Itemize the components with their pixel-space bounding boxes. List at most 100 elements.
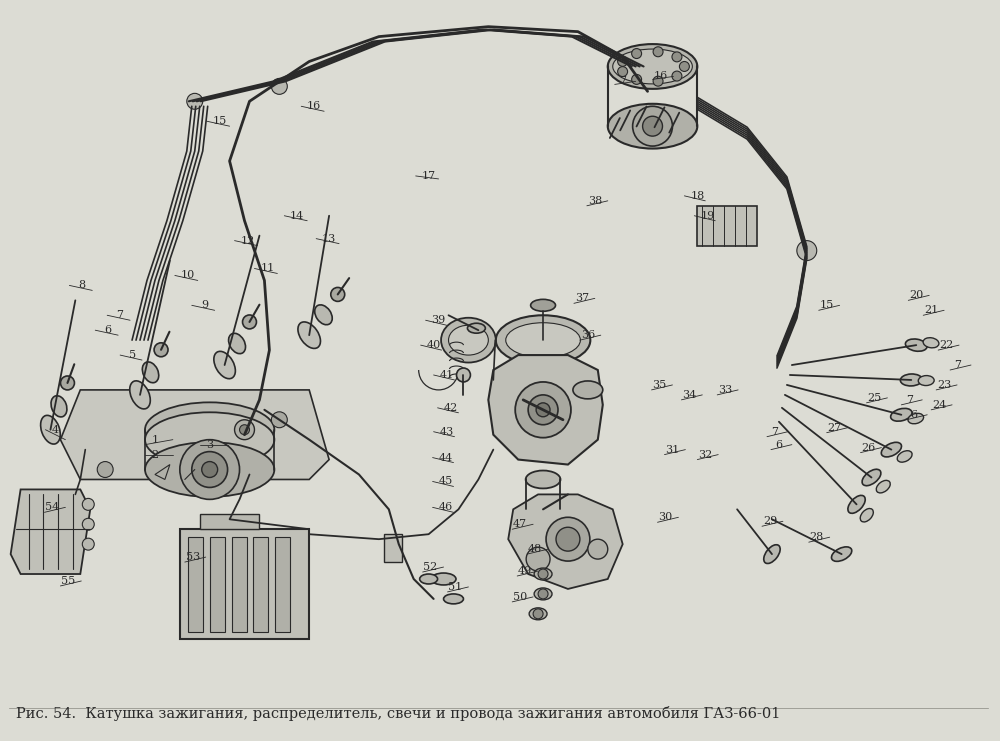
Text: 29: 29 bbox=[763, 516, 777, 526]
Ellipse shape bbox=[923, 338, 939, 348]
Text: 40: 40 bbox=[426, 340, 441, 350]
Text: 6: 6 bbox=[911, 410, 918, 420]
Ellipse shape bbox=[831, 547, 852, 562]
Ellipse shape bbox=[243, 315, 256, 329]
Text: 22: 22 bbox=[939, 340, 953, 350]
Polygon shape bbox=[11, 489, 90, 574]
Text: 15: 15 bbox=[213, 116, 227, 126]
Bar bbox=[384, 534, 402, 562]
Circle shape bbox=[180, 439, 240, 499]
Circle shape bbox=[187, 93, 203, 109]
Text: 55: 55 bbox=[61, 576, 75, 586]
Ellipse shape bbox=[608, 104, 697, 149]
Circle shape bbox=[240, 425, 249, 435]
Text: 44: 44 bbox=[438, 453, 453, 462]
Text: 7: 7 bbox=[906, 395, 913, 405]
Text: Рис. 54.  Катушка зажигания, распределитель, свечи и провода зажигания автомобил: Рис. 54. Катушка зажигания, распределите… bbox=[16, 706, 780, 721]
Text: 42: 42 bbox=[443, 403, 458, 413]
Circle shape bbox=[546, 517, 590, 561]
Text: 7: 7 bbox=[955, 360, 962, 370]
Text: 9: 9 bbox=[201, 300, 208, 310]
Text: 10: 10 bbox=[181, 270, 195, 280]
Text: 25: 25 bbox=[867, 393, 882, 403]
Ellipse shape bbox=[130, 381, 150, 409]
Ellipse shape bbox=[51, 396, 67, 417]
Ellipse shape bbox=[214, 351, 235, 379]
Ellipse shape bbox=[142, 362, 159, 383]
Ellipse shape bbox=[420, 574, 438, 584]
Ellipse shape bbox=[441, 318, 496, 362]
Circle shape bbox=[202, 462, 218, 477]
Text: 13: 13 bbox=[322, 233, 336, 244]
Text: 14: 14 bbox=[290, 210, 304, 221]
Text: 51: 51 bbox=[448, 582, 463, 592]
Text: 3: 3 bbox=[206, 439, 213, 450]
Text: 15: 15 bbox=[820, 300, 834, 310]
Text: 47: 47 bbox=[513, 519, 527, 529]
Circle shape bbox=[618, 56, 628, 67]
Ellipse shape bbox=[506, 323, 580, 358]
Circle shape bbox=[672, 71, 682, 81]
Circle shape bbox=[633, 106, 672, 146]
Text: 30: 30 bbox=[658, 512, 673, 522]
Circle shape bbox=[536, 403, 550, 416]
Ellipse shape bbox=[229, 333, 246, 353]
Ellipse shape bbox=[431, 573, 456, 585]
Ellipse shape bbox=[315, 305, 332, 325]
Bar bbox=[188, 537, 203, 632]
Bar bbox=[200, 514, 259, 529]
Text: 8: 8 bbox=[79, 280, 86, 290]
Circle shape bbox=[618, 67, 628, 76]
Polygon shape bbox=[508, 494, 623, 589]
Ellipse shape bbox=[145, 442, 274, 497]
Text: 45: 45 bbox=[438, 476, 453, 486]
Circle shape bbox=[515, 382, 571, 438]
Ellipse shape bbox=[860, 508, 873, 522]
Text: 37: 37 bbox=[575, 293, 589, 303]
Ellipse shape bbox=[444, 594, 463, 604]
Circle shape bbox=[97, 462, 113, 477]
Text: 7: 7 bbox=[117, 310, 124, 320]
Ellipse shape bbox=[331, 288, 345, 302]
Text: 23: 23 bbox=[937, 380, 951, 390]
Ellipse shape bbox=[848, 496, 865, 514]
Text: 27: 27 bbox=[828, 422, 842, 433]
Ellipse shape bbox=[862, 469, 881, 485]
Ellipse shape bbox=[918, 376, 934, 385]
Text: 52: 52 bbox=[423, 562, 438, 572]
Text: 18: 18 bbox=[690, 191, 704, 201]
Circle shape bbox=[556, 528, 580, 551]
Text: 36: 36 bbox=[581, 330, 595, 340]
Text: 16: 16 bbox=[653, 71, 668, 82]
Ellipse shape bbox=[61, 376, 74, 390]
Text: 21: 21 bbox=[924, 305, 938, 315]
Circle shape bbox=[192, 451, 228, 488]
Text: 41: 41 bbox=[439, 370, 454, 380]
Bar bbox=[232, 537, 247, 632]
Text: 49: 49 bbox=[518, 566, 532, 576]
Circle shape bbox=[526, 547, 550, 571]
Circle shape bbox=[632, 74, 642, 84]
Circle shape bbox=[653, 76, 663, 86]
Polygon shape bbox=[488, 355, 603, 465]
Bar bbox=[697, 206, 757, 245]
Ellipse shape bbox=[531, 299, 556, 311]
Ellipse shape bbox=[456, 368, 470, 382]
Ellipse shape bbox=[905, 339, 927, 351]
Text: 17: 17 bbox=[422, 171, 436, 181]
Text: 33: 33 bbox=[718, 385, 732, 395]
Text: 48: 48 bbox=[528, 544, 542, 554]
Text: 7: 7 bbox=[771, 427, 778, 436]
Ellipse shape bbox=[526, 500, 560, 518]
Ellipse shape bbox=[613, 49, 692, 84]
Circle shape bbox=[538, 589, 548, 599]
Bar bbox=[253, 537, 268, 632]
Circle shape bbox=[271, 79, 287, 94]
Text: 43: 43 bbox=[439, 427, 454, 436]
Text: 19: 19 bbox=[700, 210, 714, 221]
Text: 39: 39 bbox=[431, 315, 446, 325]
Ellipse shape bbox=[908, 413, 924, 424]
Text: 46: 46 bbox=[438, 502, 453, 512]
Ellipse shape bbox=[608, 44, 697, 89]
Circle shape bbox=[235, 419, 254, 439]
